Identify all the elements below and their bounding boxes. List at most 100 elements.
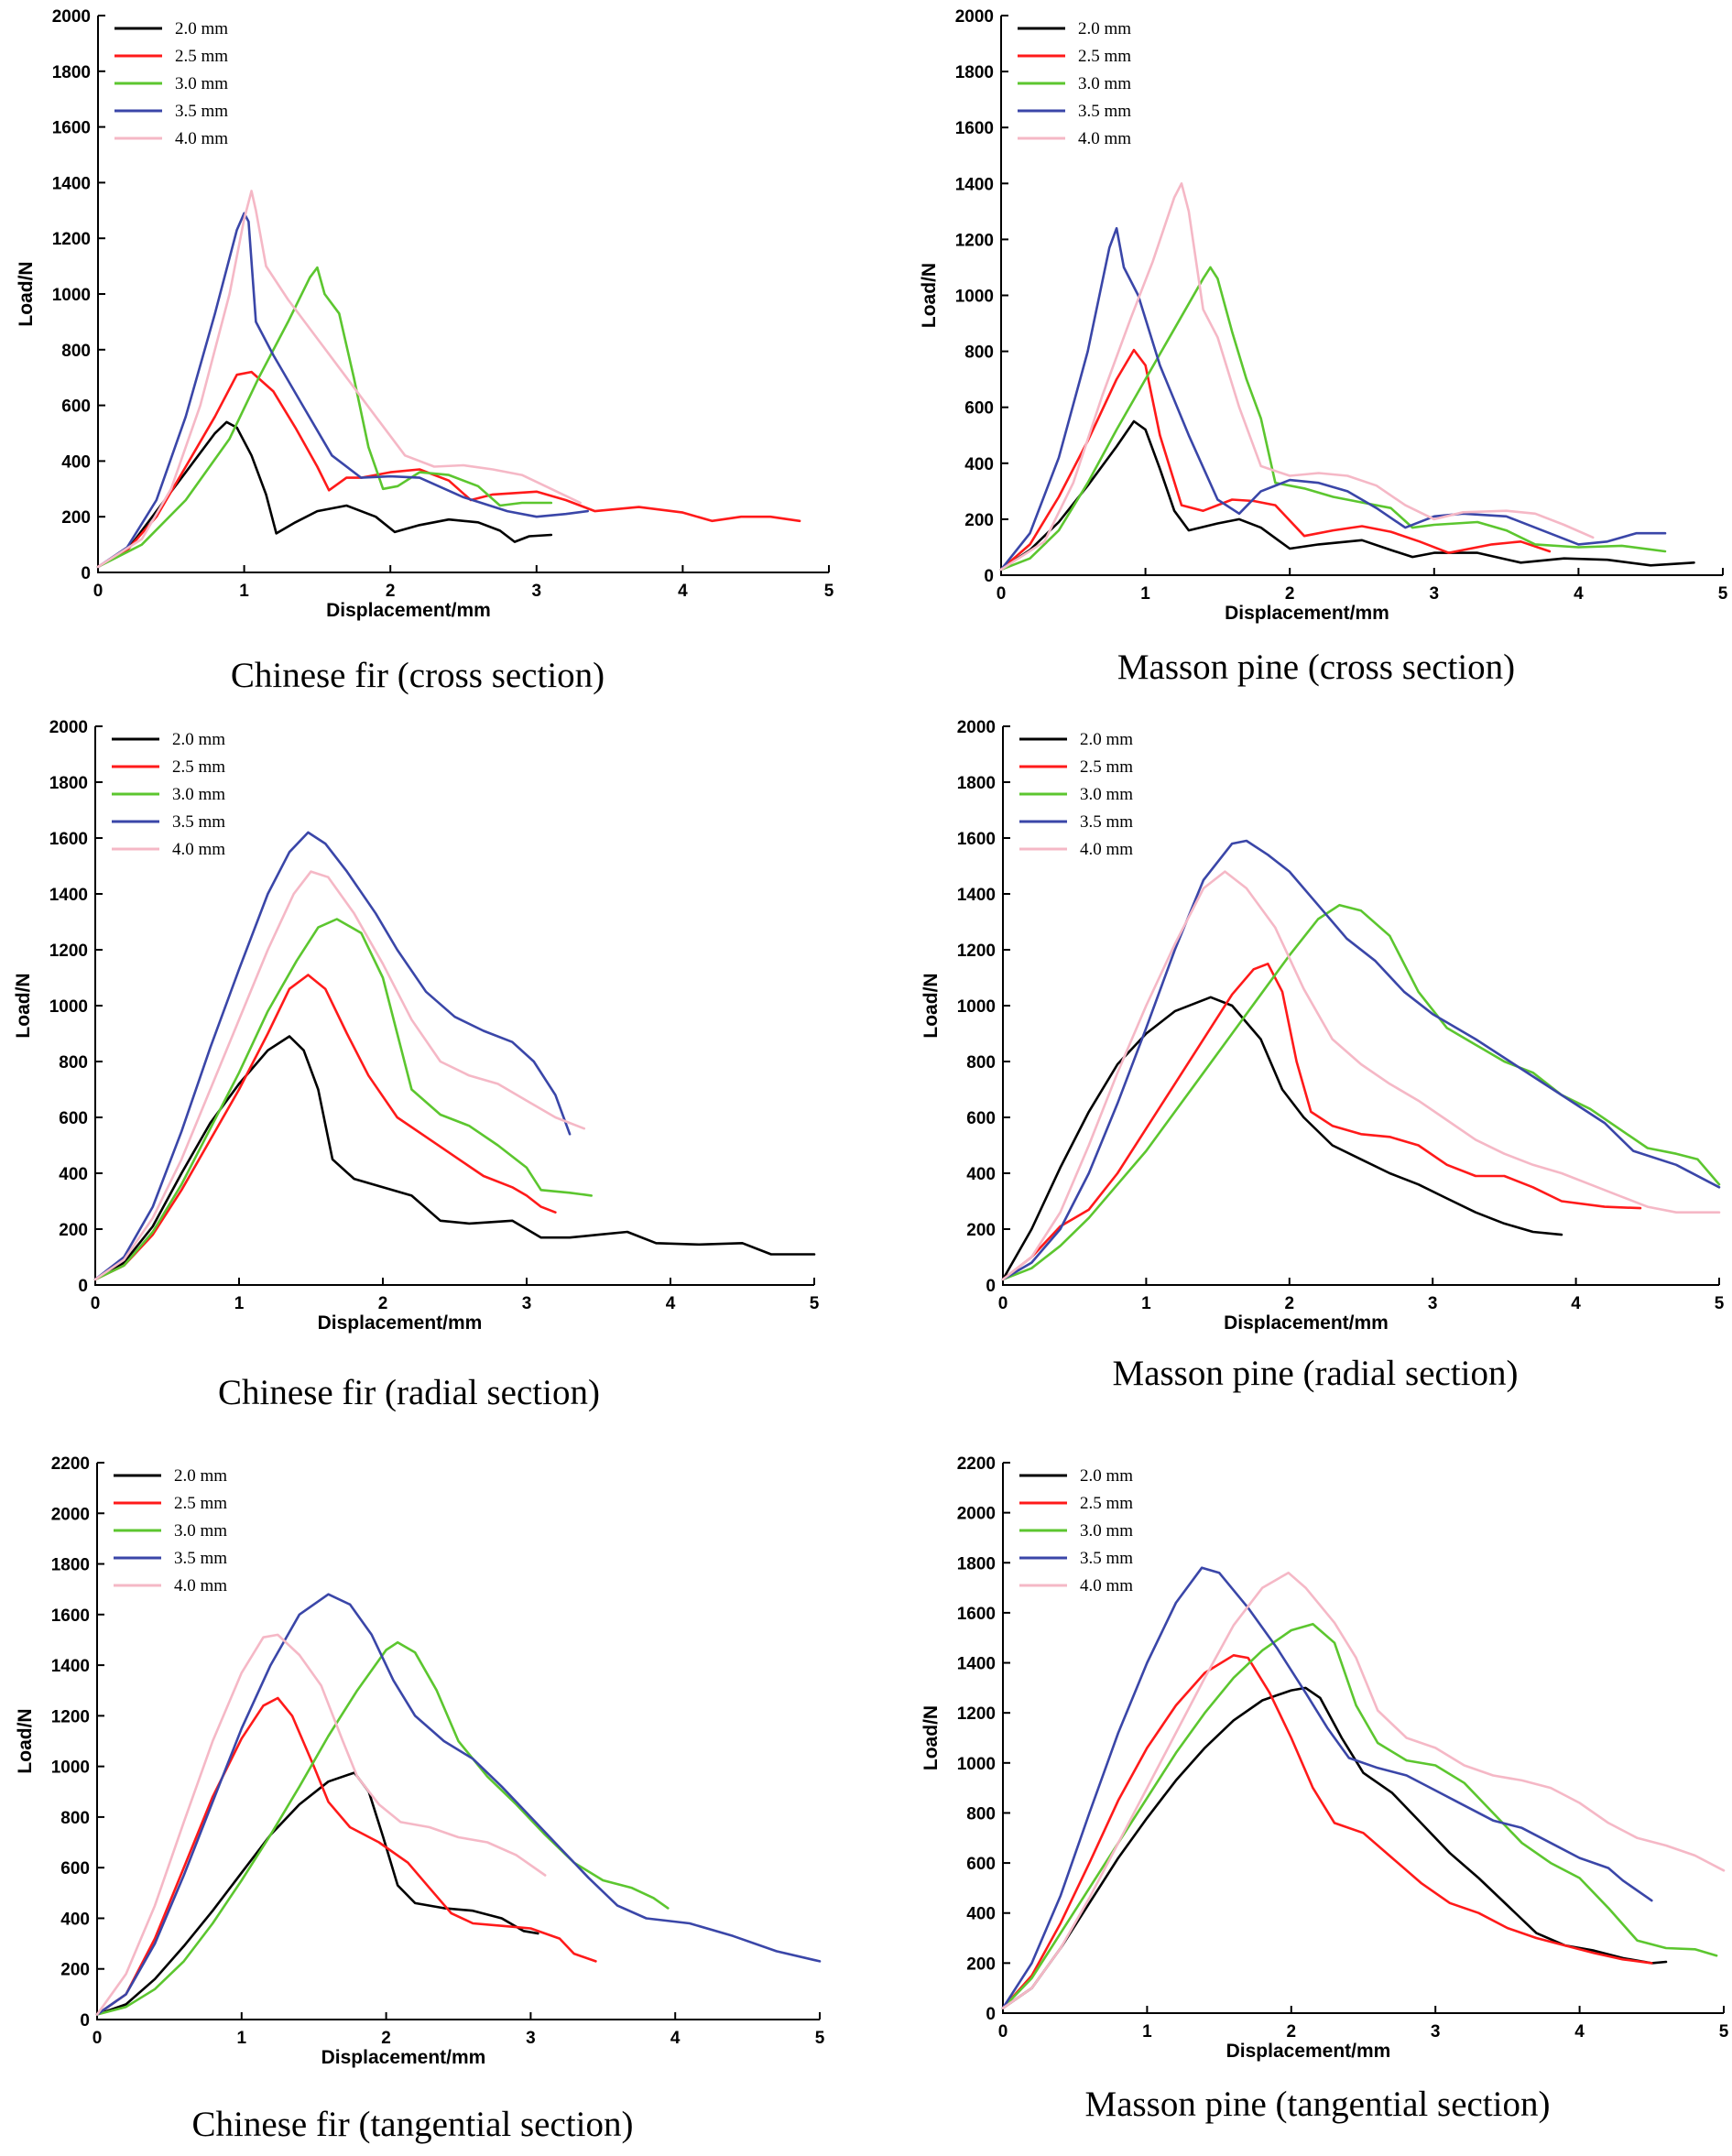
chart-panel-3: 0 200 400 600 800 1000 1200 1400 1600 1800 2000 0 1 2… bbox=[13, 718, 820, 1412]
y-tick-label: 1200 bbox=[51, 1707, 90, 1726]
y-tick-label: 1200 bbox=[49, 942, 88, 961]
y-tick-label: 600 bbox=[966, 1109, 996, 1128]
chart-caption: Masson pine (tangential section) bbox=[1085, 2085, 1551, 2124]
y-tick-label: 1000 bbox=[957, 1755, 996, 1774]
y-tick-label: 0 bbox=[78, 1277, 88, 1296]
x-tick-label: 4 bbox=[1574, 2022, 1585, 2042]
series-line-2-5-mm bbox=[93, 974, 557, 1281]
y-tick-label: 1400 bbox=[49, 886, 88, 905]
y-axis-title: Load/N bbox=[15, 1708, 36, 1773]
x-axis-title: Displacement/mm bbox=[326, 600, 491, 621]
legend-label: 2.0 mm bbox=[174, 1466, 227, 1486]
y-tick-label: 1800 bbox=[52, 63, 91, 82]
y-tick-label: 0 bbox=[81, 564, 91, 583]
series-line-2-5-mm bbox=[1001, 963, 1642, 1281]
y-tick-label: 1600 bbox=[52, 119, 91, 138]
x-axis-title: Displacement/mm bbox=[1226, 2041, 1391, 2062]
x-tick-label: 1 bbox=[237, 2029, 247, 2048]
legend-label: 4.0 mm bbox=[1078, 129, 1131, 148]
x-tick-label: 1 bbox=[1140, 584, 1150, 604]
chart-panel-5: 0 200 400 600 800 1000 1200 1400 1600 1800 2000 220… bbox=[15, 1454, 825, 2144]
legend-label: 2.0 mm bbox=[1078, 19, 1131, 38]
y-tick-label: 800 bbox=[966, 1804, 996, 1824]
legend-label: 3.5 mm bbox=[175, 102, 228, 121]
y-axis-title: Load/N bbox=[919, 263, 940, 328]
y-tick-label: 2000 bbox=[52, 7, 91, 27]
series-line-2-0-mm bbox=[93, 1035, 816, 1281]
x-tick-label: 4 bbox=[1574, 584, 1584, 604]
y-tick-label: 1600 bbox=[957, 1605, 996, 1624]
x-tick-label: 0 bbox=[91, 1294, 101, 1313]
x-axis-title: Displacement/mm bbox=[1224, 1312, 1389, 1334]
y-tick-label: 800 bbox=[60, 1809, 90, 1828]
y-tick-label: 1800 bbox=[955, 63, 994, 82]
x-axis-title: Displacement/mm bbox=[1225, 603, 1389, 624]
y-tick-label: 600 bbox=[964, 399, 994, 419]
y-tick-label: 1000 bbox=[957, 997, 996, 1017]
y-axis-title: Load/N bbox=[920, 973, 942, 1038]
y-tick-label: 200 bbox=[61, 508, 91, 528]
chart-caption: Chinese fir (radial section) bbox=[218, 1373, 600, 1412]
y-axis-title: Load/N bbox=[920, 1705, 942, 1770]
x-tick-label: 3 bbox=[532, 582, 542, 601]
legend-label: 2.5 mm bbox=[172, 757, 225, 777]
x-tick-label: 0 bbox=[998, 1294, 1008, 1313]
y-tick-label: 600 bbox=[59, 1109, 88, 1128]
y-tick-label: 1400 bbox=[955, 175, 994, 194]
y-tick-label: 0 bbox=[80, 2011, 90, 2031]
y-tick-label: 1400 bbox=[52, 174, 91, 193]
chart-caption: Masson pine (radial section) bbox=[1113, 1354, 1519, 1393]
y-tick-label: 800 bbox=[966, 1053, 996, 1073]
y-tick-label: 200 bbox=[60, 1961, 90, 1980]
legend-label: 3.5 mm bbox=[174, 1549, 227, 1568]
x-tick-label: 2 bbox=[378, 1294, 388, 1313]
legend-label: 2.0 mm bbox=[1080, 1466, 1133, 1486]
chart-panel-2: 0 200 400 600 800 1000 1200 1400 1600 1800 2000 0 1 2… bbox=[919, 7, 1728, 687]
x-tick-label: 0 bbox=[998, 2022, 1008, 2042]
legend-label: 4.0 mm bbox=[172, 840, 225, 859]
y-tick-label: 1600 bbox=[955, 119, 994, 138]
y-tick-label: 2000 bbox=[957, 1505, 996, 1524]
x-tick-label: 2 bbox=[1285, 584, 1295, 604]
chart-panel-1: 0 200 400 600 800 1000 1200 1400 1600 1800 2000 0 1 2… bbox=[16, 7, 834, 695]
x-tick-label: 3 bbox=[1428, 1294, 1438, 1313]
x-tick-label: 0 bbox=[93, 582, 103, 601]
x-tick-label: 4 bbox=[1571, 1294, 1581, 1313]
series-line-2-0-mm bbox=[999, 419, 1695, 572]
y-tick-label: 200 bbox=[964, 511, 994, 530]
y-tick-label: 200 bbox=[966, 1955, 996, 1974]
series-line-2-0-mm bbox=[96, 420, 553, 569]
legend-label: 2.5 mm bbox=[174, 1494, 227, 1513]
y-tick-label: 200 bbox=[59, 1221, 88, 1240]
series-line-3-5-mm bbox=[96, 212, 590, 569]
y-tick-label: 0 bbox=[986, 1277, 996, 1296]
y-tick-label: 1600 bbox=[51, 1606, 90, 1626]
series-line-4-0-mm bbox=[96, 190, 583, 569]
legend-label: 3.0 mm bbox=[172, 785, 225, 804]
x-tick-label: 5 bbox=[810, 1294, 820, 1313]
y-tick-label: 600 bbox=[60, 1859, 90, 1878]
series-line-3-0-mm bbox=[999, 266, 1667, 572]
legend-label: 4.0 mm bbox=[175, 129, 228, 148]
y-tick-label: 1200 bbox=[957, 1704, 996, 1724]
legend-label: 2.5 mm bbox=[1080, 757, 1133, 777]
x-tick-label: 2 bbox=[1285, 1294, 1295, 1313]
series-line-2-5-mm bbox=[96, 370, 801, 569]
x-axis-title: Displacement/mm bbox=[318, 1312, 483, 1334]
legend-label: 3.0 mm bbox=[174, 1521, 227, 1541]
series-line-3-5-mm bbox=[95, 1593, 822, 2016]
y-tick-label: 1200 bbox=[957, 942, 996, 961]
y-tick-label: 400 bbox=[60, 1910, 90, 1929]
x-tick-label: 0 bbox=[997, 584, 1007, 604]
y-tick-label: 2000 bbox=[955, 7, 994, 27]
y-tick-label: 1000 bbox=[955, 288, 994, 307]
y-tick-label: 800 bbox=[59, 1053, 88, 1073]
x-tick-label: 3 bbox=[526, 2029, 536, 2048]
legend-label: 2.5 mm bbox=[1078, 47, 1131, 66]
chart-panel-4: 0 200 400 600 800 1000 1200 1400 1600 1800 2000 0 1 2… bbox=[920, 718, 1725, 1393]
y-tick-label: 1800 bbox=[957, 774, 996, 793]
chart-panel-6: 0 200 400 600 800 1000 1200 1400 1600 1800 2000 220… bbox=[920, 1454, 1729, 2124]
series-line-3-0-mm bbox=[96, 266, 553, 569]
y-tick-label: 1000 bbox=[51, 1759, 90, 1778]
